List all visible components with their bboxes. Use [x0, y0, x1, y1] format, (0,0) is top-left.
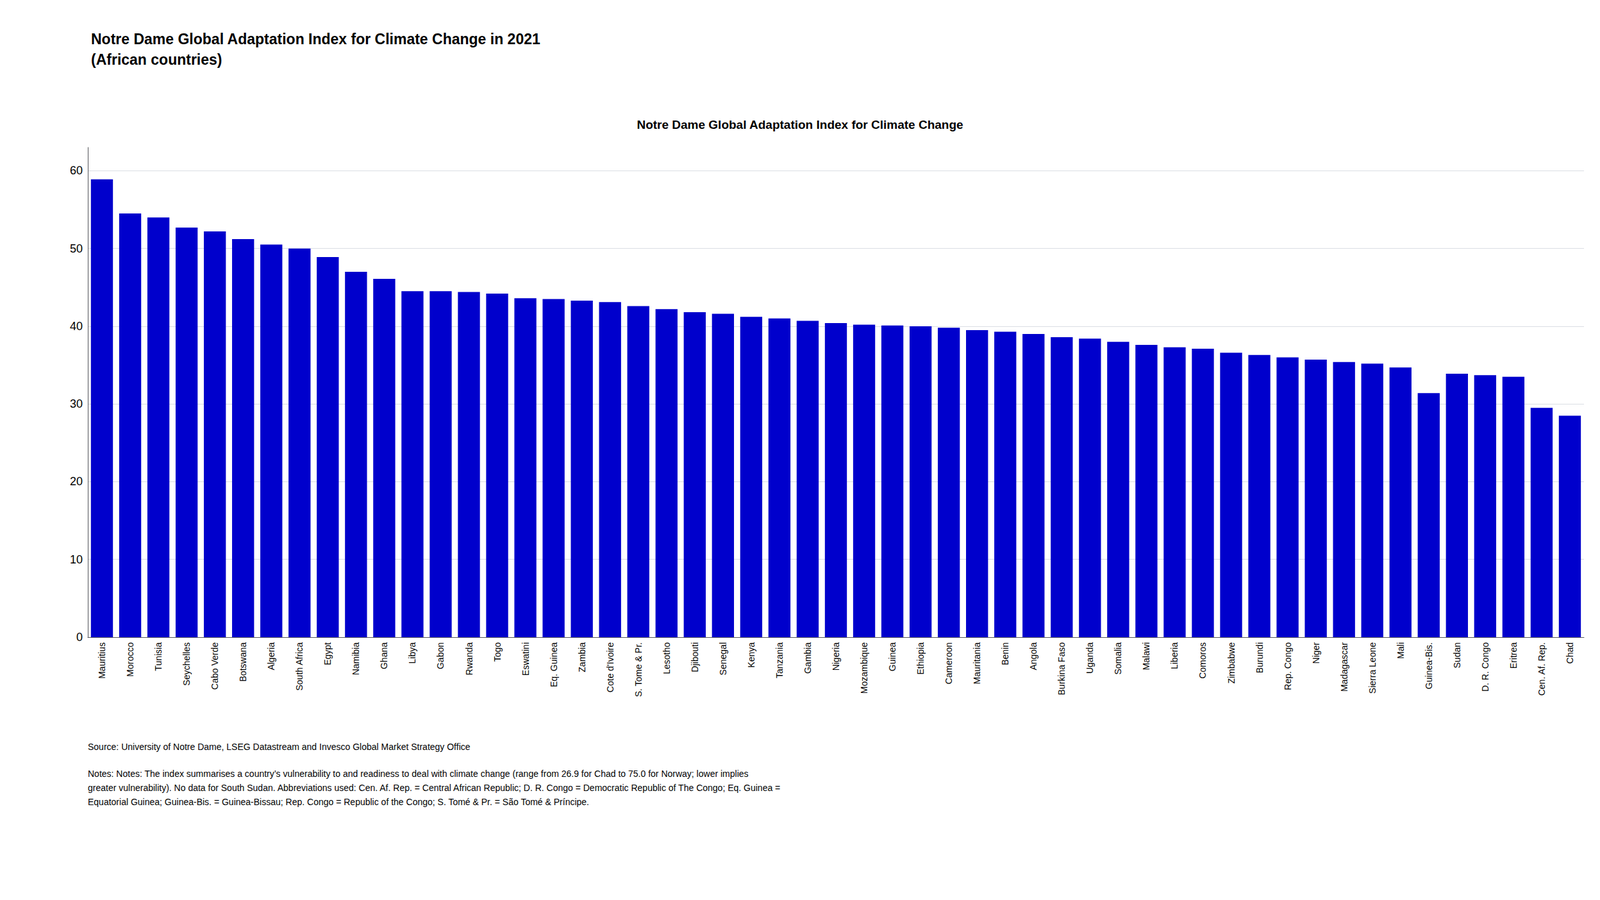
- svg-text:Liberia: Liberia: [1169, 642, 1180, 670]
- svg-text:Eritrea: Eritrea: [1508, 642, 1519, 669]
- svg-text:Burkina Faso: Burkina Faso: [1056, 642, 1067, 696]
- svg-text:Zambia: Zambia: [576, 642, 588, 673]
- svg-text:Eq. Guinea: Eq. Guinea: [548, 642, 559, 688]
- svg-text:20: 20: [69, 475, 83, 488]
- svg-text:Seychelles: Seychelles: [181, 642, 192, 686]
- svg-text:Malawi: Malawi: [1141, 642, 1152, 671]
- svg-text:Eswatini: Eswatini: [520, 642, 531, 676]
- svg-text:(African countries): (African countries): [91, 51, 222, 68]
- svg-text:Notre Dame Global Adaptation I: Notre Dame Global Adaptation Index for C…: [91, 30, 541, 48]
- svg-text:Togo: Togo: [492, 642, 503, 663]
- svg-text:Equatorial Guinea; Guinea-Bis.: Equatorial Guinea; Guinea-Bis. = Guinea-…: [87, 796, 590, 808]
- svg-text:Djibouti: Djibouti: [689, 642, 700, 673]
- svg-text:Cabo Verde: Cabo Verde: [209, 642, 220, 690]
- svg-text:Mozambique: Mozambique: [858, 642, 870, 694]
- svg-text:Guinea-Bis.: Guinea-Bis.: [1423, 642, 1434, 690]
- svg-text:Somalia: Somalia: [1112, 642, 1124, 675]
- svg-text:D. R. Congo: D. R. Congo: [1480, 642, 1491, 692]
- svg-text:Tanzania: Tanzania: [774, 642, 785, 679]
- svg-text:Nigeria: Nigeria: [830, 642, 842, 672]
- svg-text:Sierra Leone: Sierra Leone: [1367, 642, 1378, 694]
- svg-text:Benin: Benin: [1000, 642, 1011, 666]
- svg-text:Rep. Congo: Rep. Congo: [1282, 642, 1293, 691]
- svg-text:Mali: Mali: [1395, 642, 1406, 659]
- svg-text:Cameroon: Cameroon: [943, 642, 954, 684]
- svg-text:Cote d'Ivoire: Cote d'Ivoire: [605, 642, 616, 693]
- svg-text:Tunisia: Tunisia: [153, 642, 164, 672]
- svg-text:Niger: Niger: [1310, 642, 1322, 665]
- svg-text:60: 60: [69, 164, 83, 177]
- svg-text:Madagascar: Madagascar: [1339, 642, 1350, 692]
- svg-text:Chad: Chad: [1564, 642, 1575, 664]
- svg-text:Comoros: Comoros: [1197, 642, 1208, 679]
- svg-text:Mauritius: Mauritius: [96, 642, 108, 679]
- svg-text:Egypt: Egypt: [322, 642, 333, 666]
- svg-text:Notre Dame Global Adaptation I: Notre Dame Global Adaptation Index for C…: [636, 117, 963, 132]
- svg-text:Notes: Notes: The index summar: Notes: Notes: The index summarises a cou…: [87, 768, 749, 779]
- svg-text:Kenya: Kenya: [746, 642, 757, 668]
- svg-text:Sudan: Sudan: [1451, 642, 1463, 668]
- svg-text:Zimbabwe: Zimbabwe: [1226, 642, 1237, 684]
- svg-text:Angola: Angola: [1028, 642, 1039, 671]
- svg-text:greater vulnerability). No dat: greater vulnerability). No data for Sout…: [87, 782, 781, 793]
- svg-text:0: 0: [76, 630, 83, 644]
- svg-text:Algeria: Algeria: [266, 642, 277, 671]
- svg-text:10: 10: [69, 553, 83, 567]
- svg-text:50: 50: [69, 242, 83, 256]
- svg-text:Lesotho: Lesotho: [661, 642, 672, 675]
- svg-text:Ethiopia: Ethiopia: [915, 642, 926, 675]
- svg-text:Ghana: Ghana: [378, 642, 390, 670]
- svg-text:Gabon: Gabon: [435, 642, 446, 670]
- svg-text:Burundi: Burundi: [1254, 642, 1265, 674]
- svg-text:40: 40: [69, 319, 83, 333]
- svg-text:S. Tome & Pr.: S. Tome & Pr.: [633, 642, 644, 697]
- svg-text:Senegal: Senegal: [717, 642, 729, 675]
- svg-text:Morocco: Morocco: [125, 642, 136, 677]
- svg-text:South Africa: South Africa: [294, 642, 305, 692]
- svg-text:Gambia: Gambia: [802, 642, 813, 674]
- svg-text:Namibia: Namibia: [350, 642, 361, 676]
- svg-text:Mauritania: Mauritania: [971, 642, 983, 685]
- svg-text:Uganda: Uganda: [1084, 642, 1095, 674]
- svg-text:Libya: Libya: [407, 642, 418, 665]
- svg-text:Source: University of Notre Da: Source: University of Notre Dame, LSEG D…: [87, 741, 471, 752]
- svg-text:Botswana: Botswana: [237, 642, 249, 683]
- svg-text:Cen. Af. Rep.: Cen. Af. Rep.: [1536, 642, 1547, 696]
- svg-text:Guinea: Guinea: [887, 642, 898, 672]
- svg-text:Rwanda: Rwanda: [464, 642, 475, 676]
- svg-text:30: 30: [69, 397, 83, 411]
